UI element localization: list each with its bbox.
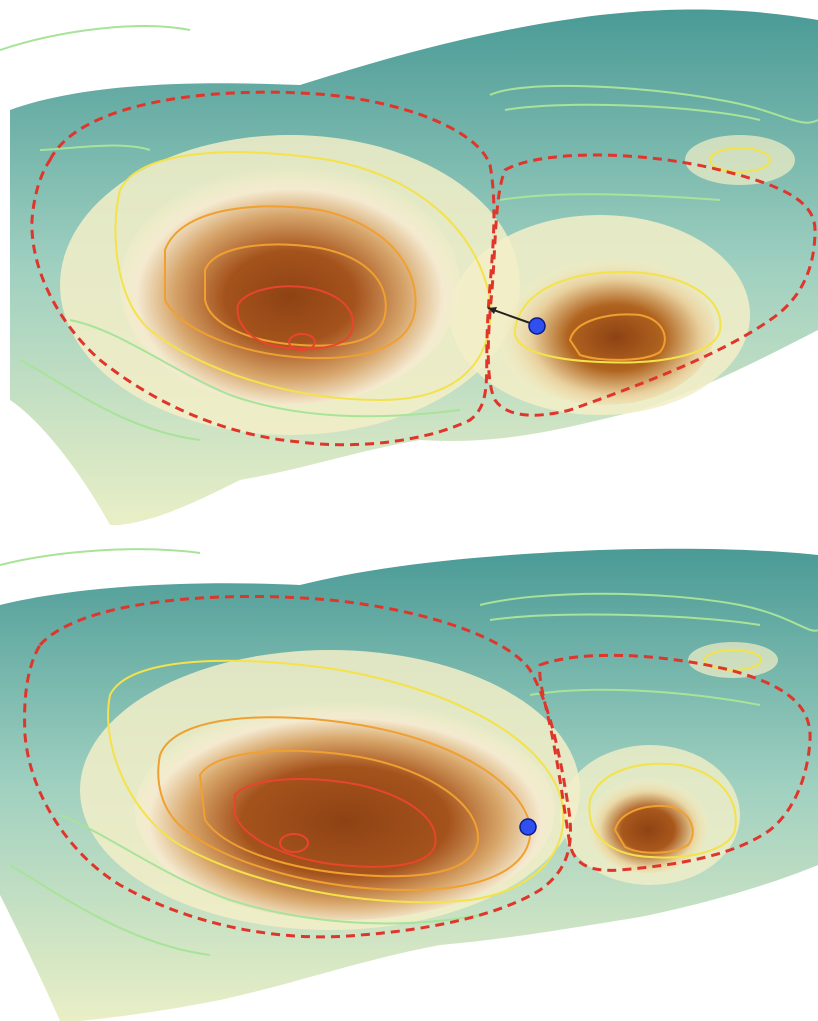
region-boundaries-top xyxy=(30,90,817,447)
surface-plot-top xyxy=(0,9,818,525)
panel-top xyxy=(0,9,818,525)
region-boundaries-bottom xyxy=(23,594,812,939)
boundary-left-bottom xyxy=(23,594,572,939)
contour-red-group xyxy=(236,285,355,351)
blue-dot-icon xyxy=(528,317,546,335)
arrowhead-icon xyxy=(488,307,497,314)
contour-orange-group xyxy=(164,205,666,361)
panel-bottom xyxy=(0,545,818,1021)
contour-red-group xyxy=(234,778,437,868)
contour-yellow-group xyxy=(114,147,771,402)
contour-green-group xyxy=(0,548,818,956)
contour-orange-group xyxy=(157,716,694,892)
contour-green-group xyxy=(0,25,818,441)
boundary-right-top xyxy=(486,153,817,417)
contour-yellow-group xyxy=(107,649,762,904)
boundary-right-bottom xyxy=(538,653,812,872)
boundary-left-top xyxy=(30,90,496,447)
surface-plot-bottom xyxy=(0,548,818,1021)
blue-dot-icon xyxy=(519,818,537,836)
